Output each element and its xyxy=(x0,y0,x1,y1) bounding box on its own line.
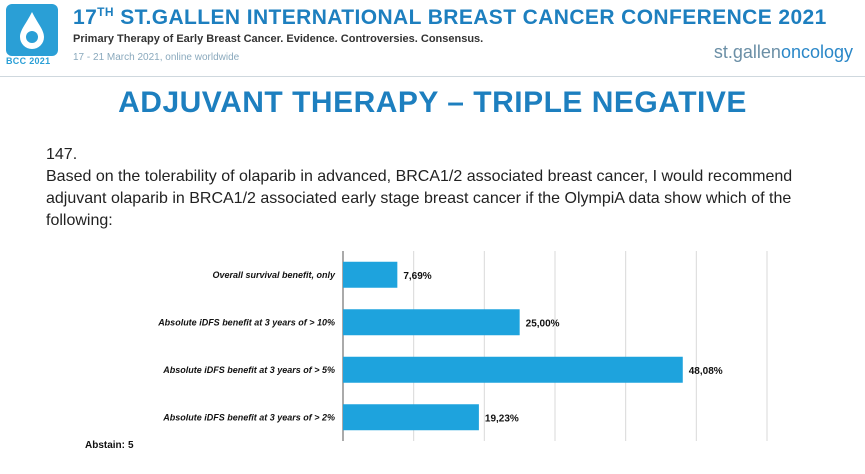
chart-bar xyxy=(343,404,479,431)
chart-value-label: 19,23% xyxy=(485,413,519,424)
brand-logo: st.gallenoncology xyxy=(714,42,853,63)
conference-title-rest: ST.GALLEN INTERNATIONAL BREAST CANCER CO… xyxy=(113,6,827,29)
chart-value-label: 48,08% xyxy=(689,366,723,377)
chart-category-label: Absolute iDFS benefit at 3 years of > 2% xyxy=(162,412,335,422)
conference-logo-icon xyxy=(6,4,58,56)
chart-bar xyxy=(343,356,683,383)
abstain-label: Abstain: xyxy=(85,440,125,451)
conference-title-ordinal: TH xyxy=(97,5,114,19)
poll-bar-chart: Overall survival benefit, only Absolute i… xyxy=(157,251,768,441)
conference-title: 17TH ST.GALLEN INTERNATIONAL BREAST CANC… xyxy=(73,5,827,30)
conference-dates: 17 - 21 March 2021, online worldwide xyxy=(73,52,240,63)
brand-suffix: oncology xyxy=(780,42,853,62)
logo-text: BCC 2021 xyxy=(6,56,51,66)
chart-value-label: 25,00% xyxy=(526,318,560,329)
slide-title: ADJUVANT THERAPY – TRIPLE NEGATIVE xyxy=(118,86,747,119)
poll-chart-panel: Overall survival benefit, only Absolute i… xyxy=(75,245,784,459)
conference-header: BCC 2021 17TH ST.GALLEN INTERNATIONAL BR… xyxy=(0,0,865,78)
chart-value-label: 7,69% xyxy=(403,271,431,282)
abstain-value: 5 xyxy=(128,440,134,451)
chart-bar xyxy=(343,309,520,336)
chart-value-labels: 7,69% 25,00% 48,08% 19,23% xyxy=(403,271,722,425)
chart-bars xyxy=(343,261,683,431)
chart-category-label: Overall survival benefit, only xyxy=(212,270,336,280)
question-number: 147. xyxy=(46,146,78,163)
header-divider xyxy=(0,76,865,77)
conference-subtitle: Primary Therapy of Early Breast Cancer. … xyxy=(73,33,484,45)
chart-category-label: Absolute iDFS benefit at 3 years of > 5% xyxy=(162,365,335,375)
chart-category-labels: Overall survival benefit, only Absolute i… xyxy=(157,270,336,423)
abstain-note: Abstain: 5 xyxy=(82,440,134,451)
question-text: Based on the tolerability of olaparib in… xyxy=(46,168,793,229)
chart-bar xyxy=(343,261,398,288)
conference-title-number: 17 xyxy=(73,6,98,29)
brand-prefix: st.gallen xyxy=(713,42,781,62)
chart-category-label: Absolute iDFS benefit at 3 years of > 10… xyxy=(157,317,335,327)
